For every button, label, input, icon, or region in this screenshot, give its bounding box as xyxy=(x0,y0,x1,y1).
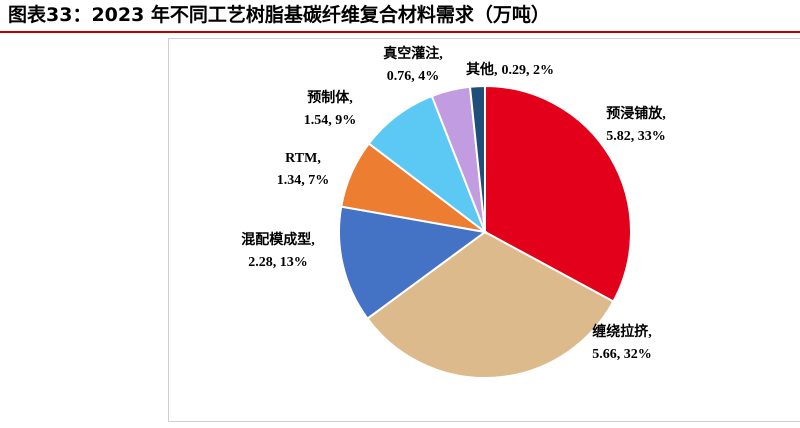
value-label: 0.76, 4% xyxy=(387,69,440,84)
pie-slice xyxy=(366,230,615,379)
category-label: 混配模成型, xyxy=(241,231,315,248)
category-label: 其他, xyxy=(466,61,498,78)
value-label: 1.34, 7% xyxy=(277,173,330,188)
value-label: 5.82, 33% xyxy=(606,129,666,144)
category-label: 预制体, xyxy=(307,89,353,106)
value-label: 1.54, 9% xyxy=(304,113,357,128)
category-label: 预浸铺放, xyxy=(606,105,666,122)
plot-frame xyxy=(168,38,800,422)
chart-title: 图表33：2023 年不同工艺树脂基碳纤维复合材料需求（万吨） xyxy=(8,3,550,26)
value-label: 2.28, 13% xyxy=(248,255,308,270)
pie-slice xyxy=(484,84,632,303)
value-label: 0.29, 2% xyxy=(502,63,555,78)
value-label: 5.66, 32% xyxy=(592,347,652,362)
pie-slice xyxy=(468,84,486,233)
pie-slice xyxy=(338,205,488,320)
category-label: RTM, xyxy=(285,151,321,166)
slice-label: 其他, 0.29, 2% xyxy=(466,61,554,78)
category-label: 缠绕拉挤, xyxy=(592,323,652,340)
category-label: 真空灌注, xyxy=(383,45,443,62)
